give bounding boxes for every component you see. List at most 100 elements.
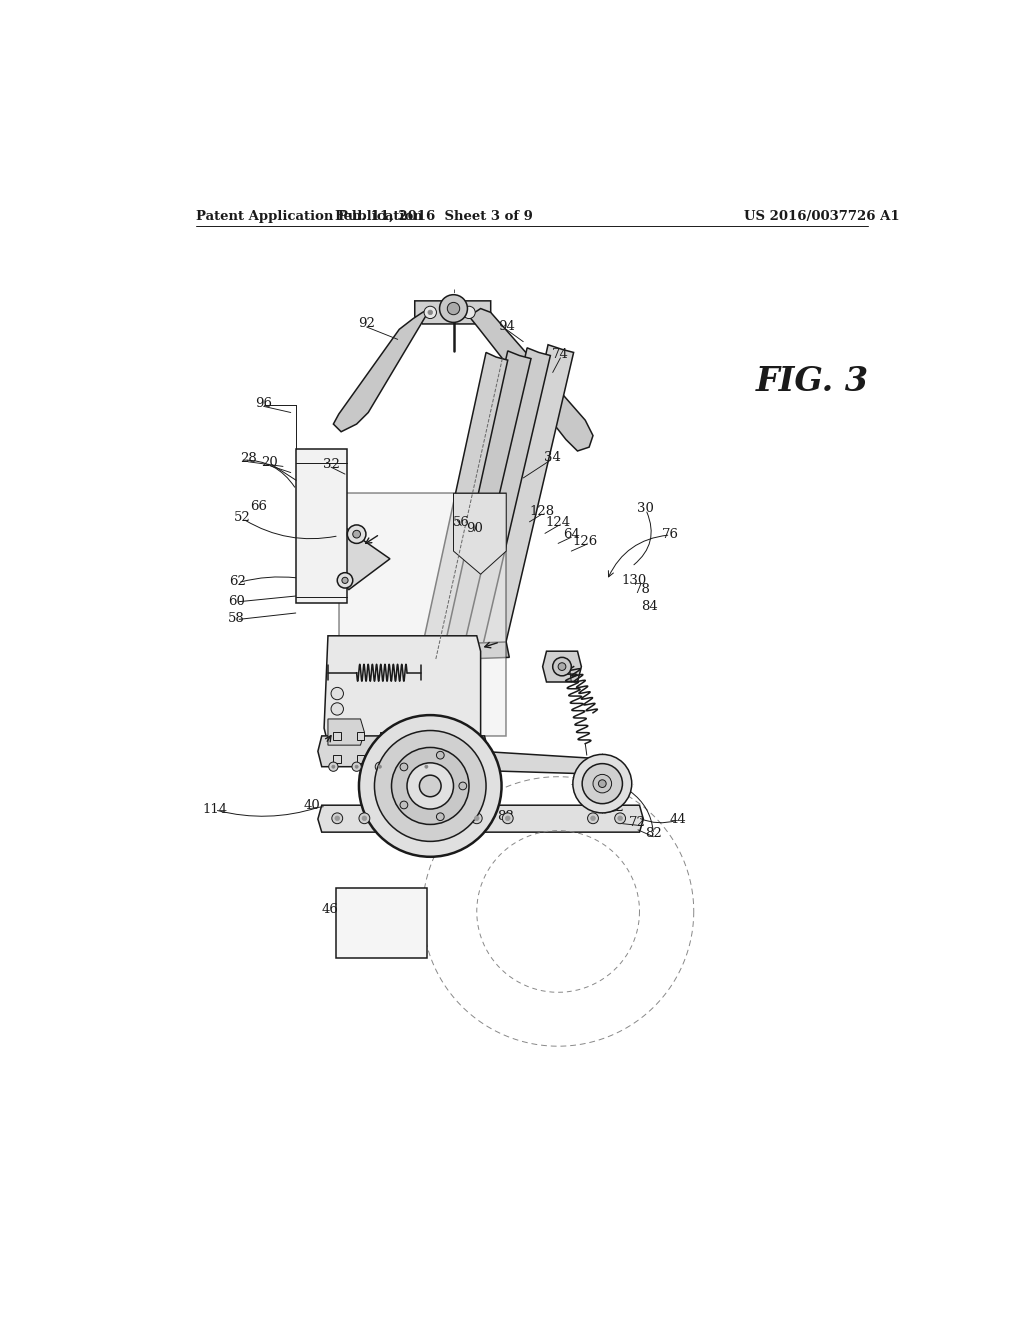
Circle shape — [375, 762, 385, 771]
Circle shape — [352, 531, 360, 539]
Polygon shape — [480, 345, 573, 655]
Polygon shape — [415, 301, 490, 323]
Circle shape — [329, 762, 338, 771]
Text: 82: 82 — [645, 828, 662, 841]
Text: 40: 40 — [303, 799, 321, 812]
Polygon shape — [438, 351, 531, 659]
Polygon shape — [324, 636, 480, 743]
Bar — [380, 733, 388, 739]
Circle shape — [420, 775, 441, 797]
Circle shape — [617, 816, 623, 821]
Text: 78: 78 — [634, 583, 650, 597]
Text: 60: 60 — [228, 594, 245, 607]
Text: 20: 20 — [261, 455, 279, 469]
Circle shape — [342, 577, 348, 583]
Polygon shape — [469, 309, 593, 451]
Text: 44: 44 — [670, 813, 687, 825]
Polygon shape — [454, 494, 506, 574]
Circle shape — [506, 816, 510, 821]
Text: 56: 56 — [453, 516, 470, 529]
Text: 92: 92 — [358, 317, 375, 330]
Text: 84: 84 — [641, 601, 658, 612]
Text: 86: 86 — [594, 789, 610, 803]
Text: 34: 34 — [545, 450, 561, 463]
Circle shape — [572, 755, 632, 813]
Text: FIG. 3: FIG. 3 — [756, 364, 869, 397]
Circle shape — [425, 766, 428, 768]
Circle shape — [593, 775, 611, 793]
Circle shape — [583, 763, 623, 804]
Polygon shape — [317, 737, 488, 767]
Circle shape — [422, 762, 431, 771]
Circle shape — [375, 730, 486, 841]
Text: Feb. 11, 2016  Sheet 3 of 9: Feb. 11, 2016 Sheet 3 of 9 — [335, 210, 534, 223]
Circle shape — [428, 310, 432, 314]
Bar — [334, 755, 341, 763]
Circle shape — [400, 801, 408, 809]
Circle shape — [407, 763, 454, 809]
Text: 76: 76 — [662, 528, 679, 541]
Circle shape — [362, 816, 367, 821]
Text: 96: 96 — [255, 397, 272, 409]
Bar — [334, 733, 341, 739]
Polygon shape — [543, 651, 582, 682]
Polygon shape — [334, 309, 430, 432]
Circle shape — [591, 816, 595, 821]
Circle shape — [347, 525, 366, 544]
Polygon shape — [458, 348, 550, 657]
Bar — [356, 755, 365, 763]
Text: 88: 88 — [497, 810, 514, 824]
Text: 126: 126 — [572, 536, 598, 548]
Circle shape — [439, 294, 467, 322]
Text: 46: 46 — [322, 903, 338, 916]
Circle shape — [424, 306, 436, 318]
Circle shape — [436, 813, 444, 821]
Circle shape — [614, 813, 626, 824]
Circle shape — [463, 306, 475, 318]
Text: 94: 94 — [498, 319, 515, 333]
Text: 62: 62 — [229, 576, 247, 589]
Text: 32: 32 — [323, 458, 340, 471]
Text: 90: 90 — [466, 521, 483, 535]
Circle shape — [436, 751, 444, 759]
Circle shape — [598, 780, 606, 788]
Text: 114: 114 — [202, 803, 227, 816]
Text: 124: 124 — [546, 516, 570, 529]
Polygon shape — [421, 352, 508, 660]
Text: 54: 54 — [391, 814, 408, 828]
Polygon shape — [339, 494, 506, 737]
Circle shape — [359, 715, 502, 857]
Circle shape — [331, 688, 343, 700]
Circle shape — [331, 702, 343, 715]
Text: 130: 130 — [622, 574, 647, 587]
Bar — [296, 449, 346, 603]
Text: 72: 72 — [629, 816, 645, 829]
Text: 66: 66 — [250, 500, 266, 513]
Polygon shape — [423, 642, 509, 660]
Bar — [356, 733, 365, 739]
Circle shape — [332, 813, 343, 824]
Text: Patent Application Publication: Patent Application Publication — [197, 210, 423, 223]
Text: 64: 64 — [563, 528, 580, 541]
Text: 28: 28 — [240, 453, 256, 465]
Text: 42: 42 — [608, 801, 625, 814]
Circle shape — [332, 766, 335, 768]
Text: 74: 74 — [552, 348, 569, 362]
Circle shape — [553, 657, 571, 676]
Circle shape — [474, 816, 479, 821]
Circle shape — [378, 766, 381, 768]
Text: 30: 30 — [637, 502, 654, 515]
Circle shape — [459, 781, 467, 789]
Text: 52: 52 — [234, 511, 251, 524]
Circle shape — [447, 302, 460, 314]
Polygon shape — [336, 527, 390, 590]
Polygon shape — [317, 805, 643, 832]
Text: 128: 128 — [529, 504, 554, 517]
Circle shape — [335, 816, 340, 821]
Polygon shape — [328, 719, 365, 744]
Circle shape — [503, 813, 513, 824]
Circle shape — [359, 813, 370, 824]
Circle shape — [355, 766, 358, 768]
Text: US 2016/0037726 A1: US 2016/0037726 A1 — [743, 210, 899, 223]
Polygon shape — [480, 751, 607, 775]
